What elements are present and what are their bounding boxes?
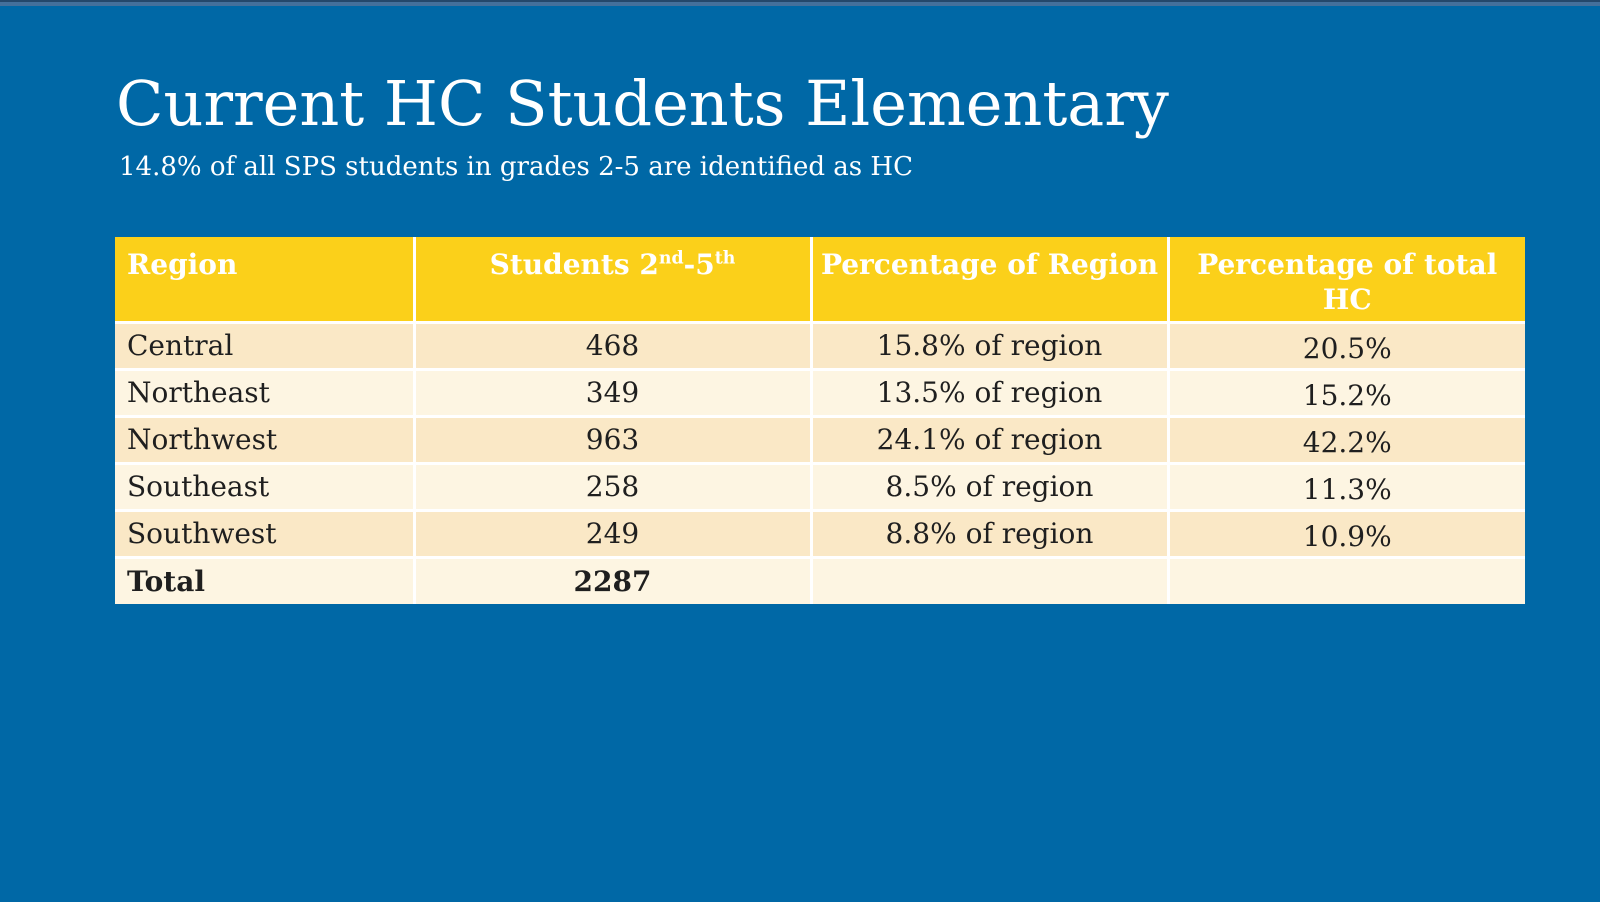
total-pct-region-cell xyxy=(809,555,1170,604)
students-cell: 249 xyxy=(412,508,813,559)
header-students-base2: -5 xyxy=(683,248,715,281)
slide-subtitle: 14.8% of all SPS students in grades 2-5 … xyxy=(119,152,913,182)
students-cell: 258 xyxy=(412,461,813,512)
header-students-sup1: nd xyxy=(658,248,684,269)
pct-total-cell: 10.9% xyxy=(1166,508,1525,559)
region-cell: Southeast xyxy=(115,461,416,512)
pct-region-cell: 8.8% of region xyxy=(809,508,1170,559)
region-cell: Northeast xyxy=(115,367,416,418)
header-students: Students 2nd-5th xyxy=(412,237,813,324)
students-cell: 468 xyxy=(412,320,813,371)
students-cell: 963 xyxy=(412,414,813,465)
header-pct-region: Percentage of Region xyxy=(809,237,1170,324)
table-row-total: Total 2287 xyxy=(115,555,1525,604)
header-pct-total: Percentage of total HC xyxy=(1166,237,1525,324)
pct-region-cell: 15.8% of region xyxy=(809,320,1170,371)
pct-total-cell: 11.3% xyxy=(1166,461,1525,512)
table-row-southwest: Southwest 249 8.8% of region 10.9% xyxy=(115,508,1525,559)
pct-total-cell: 15.2% xyxy=(1166,367,1525,418)
table-header-row: Region Students 2nd-5th Percentage of Re… xyxy=(115,237,1525,324)
total-pct-total-cell xyxy=(1166,555,1525,604)
pct-region-cell: 8.5% of region xyxy=(809,461,1170,512)
pct-region-cell: 24.1% of region xyxy=(809,414,1170,465)
region-cell: Northwest xyxy=(115,414,416,465)
slide-title: Current HC Students Elementary xyxy=(116,67,1169,140)
table-row-southeast: Southeast 258 8.5% of region 11.3% xyxy=(115,461,1525,512)
header-students-sup2: th xyxy=(714,248,736,269)
region-cell: Central xyxy=(115,320,416,371)
pct-region-cell: 13.5% of region xyxy=(809,367,1170,418)
total-students-cell: 2287 xyxy=(412,555,813,604)
table-row-northeast: Northeast 349 13.5% of region 15.2% xyxy=(115,367,1525,418)
table-row-northwest: Northwest 963 24.1% of region 42.2% xyxy=(115,414,1525,465)
total-label-cell: Total xyxy=(115,555,416,604)
header-students-base1: Students 2 xyxy=(489,248,659,281)
top-accent-strip xyxy=(0,0,1600,6)
header-region: Region xyxy=(115,237,416,324)
pct-total-cell: 20.5% xyxy=(1166,320,1525,371)
students-cell: 349 xyxy=(412,367,813,418)
table-row-central: Central 468 15.8% of region 20.5% xyxy=(115,320,1525,371)
hc-students-table: Region Students 2nd-5th Percentage of Re… xyxy=(115,237,1525,604)
pct-total-cell: 42.2% xyxy=(1166,414,1525,465)
region-cell: Southwest xyxy=(115,508,416,559)
